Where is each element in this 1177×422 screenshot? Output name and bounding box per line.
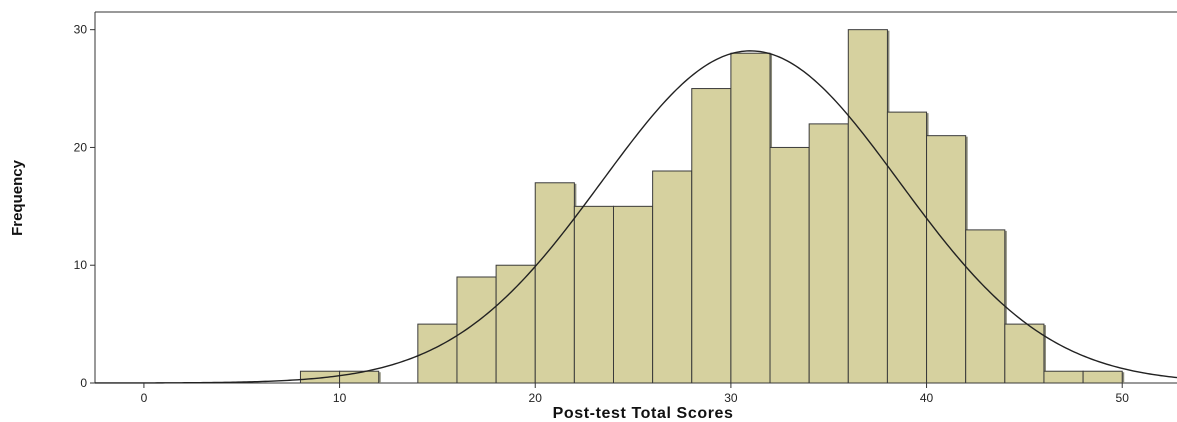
histogram-bar (965, 229, 1006, 384)
x-tick-label: 30 (724, 391, 738, 405)
histogram-bar (534, 182, 575, 384)
histogram-bar (1004, 323, 1045, 384)
y-tick-label: 0 (80, 376, 87, 390)
histogram-bar (730, 52, 771, 384)
histogram-bar (847, 29, 888, 384)
x-tick-label: 0 (141, 391, 148, 405)
histogram-bar (456, 276, 497, 384)
histogram-bar (612, 205, 654, 384)
histogram-bar (495, 264, 536, 384)
y-tick-label: 20 (74, 140, 88, 154)
y-axis-label: Frequency (9, 159, 26, 236)
x-tick-label: 10 (333, 391, 347, 405)
histogram-bar (886, 111, 928, 384)
x-tick-label: 50 (1116, 391, 1130, 405)
y-tick-label: 30 (74, 23, 88, 37)
x-tick-label: 40 (920, 391, 934, 405)
histogram-bar (339, 370, 380, 384)
bars-group (299, 29, 1125, 384)
histogram-bar (769, 146, 810, 384)
histogram-bar (1082, 370, 1123, 384)
histogram-bar (691, 88, 732, 384)
histogram-bar (652, 170, 693, 384)
y-ticks-group: 0 10 20 30 (74, 23, 95, 390)
x-tick-label: 20 (529, 391, 543, 405)
x-ticks-group: 0 10 20 30 40 50 (141, 383, 1130, 405)
normal-curve (95, 50, 1177, 384)
histogram-bar (573, 205, 614, 384)
y-tick-label: 10 (74, 258, 88, 272)
histogram-bar (1043, 370, 1084, 384)
histogram-bar (808, 123, 849, 384)
x-axis-label: Post-test Total Scores (553, 405, 734, 422)
